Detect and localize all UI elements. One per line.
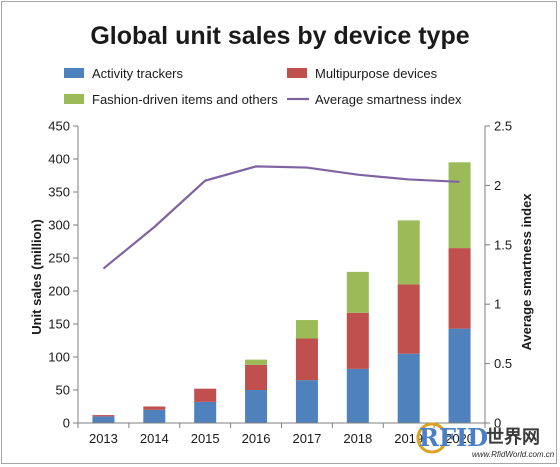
y-tick-label: 250 [48,251,70,266]
y2-tick-label: 2.5 [494,119,512,134]
y-tick-label: 150 [48,317,70,332]
axes: 0 50 100 150 200 250 300 350 400 450 0 0.5 1 1.5 2 2.5 2… [48,119,512,447]
x-tick-label: 2014 [140,431,169,446]
legend-swatch [64,94,84,104]
legend-label: Average smartness index [315,92,462,107]
bar-group [92,162,471,423]
bar-segment [448,328,471,423]
bar-segment [143,406,166,410]
watermark-chinese: 世界网 [486,427,540,447]
y-tick-label: 300 [48,218,70,233]
watermark-logo: RFID 世界网 www.RfidWorld.com.cn [416,422,555,459]
y-tick-label: 100 [48,350,70,365]
legend-swatch [64,68,84,78]
bar-segment [194,388,217,402]
bar-segment [194,401,217,423]
bar-segment [92,416,115,423]
watermark-url: www.RfidWorld.com.cn [472,450,555,459]
y-tick-label: 450 [48,119,70,134]
y-tick-label: 0 [63,416,70,431]
smartness-line [102,165,460,270]
x-tick-label: 2013 [89,431,118,446]
bar-segment [295,380,318,423]
bar-segment [295,338,318,381]
y-tick-label: 350 [48,185,70,200]
bar-segment [448,248,471,329]
y2-tick-label: 0 [494,416,501,431]
x-tick-label: 2018 [343,431,372,446]
legend-swatch [287,68,307,78]
x-tick-label: 2015 [191,431,220,446]
bar-segment [92,415,115,417]
legend-label: Multipurpose devices [315,66,438,81]
y-tick-label: 400 [48,152,70,167]
y2-axis-label: Average smartness index [519,193,534,351]
bar-segment [448,162,471,249]
y-tick-label: 200 [48,284,70,299]
bar-segment [346,368,369,423]
watermark-letters: RFID [419,423,488,452]
bar-segment [295,320,318,339]
y-tick-label: 50 [56,383,70,398]
y2-tick-label: 2 [494,178,501,193]
y2-tick-label: 1.5 [494,237,512,252]
bar-segment [346,312,369,369]
x-tick-label: 2019 [394,431,423,446]
legend-label: Activity trackers [92,66,184,81]
bar-segment [245,359,268,365]
legend-label: Fashion-driven items and others [92,92,278,107]
y2-tick-label: 0.5 [494,356,512,371]
watermark-ring-icon [416,422,448,454]
line-group [102,165,460,270]
y-axis-label: Unit sales (million) [29,219,44,335]
y2-tick-label: 1 [494,297,501,312]
legend: Activity trackers Multipurpose devices Fas… [64,66,462,107]
bar-segment [245,390,268,423]
x-tick-label: 2016 [242,431,271,446]
bar-segment [245,364,268,390]
bar-segment [397,284,420,354]
x-tick-label: 2020 [445,431,474,446]
bar-segment [346,271,369,313]
x-tick-label: 2017 [292,431,321,446]
bar-segment [397,353,420,423]
bar-segment [143,409,166,423]
chart-title: Global unit sales by device type [90,22,469,50]
bar-segment [397,220,420,285]
